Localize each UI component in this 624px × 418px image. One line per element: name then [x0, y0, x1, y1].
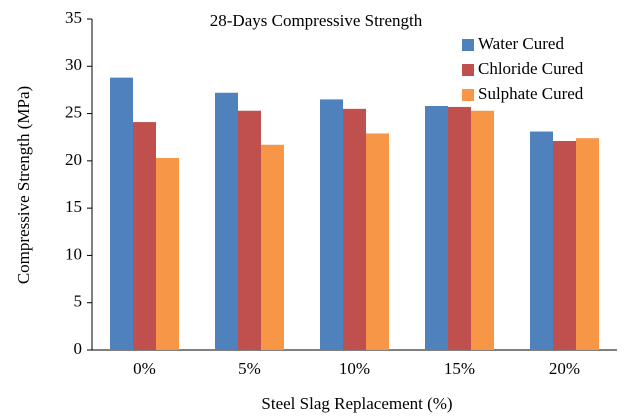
y-tick-label: 10: [65, 244, 82, 263]
y-tick-label: 0: [74, 339, 83, 358]
bar: [553, 140, 576, 350]
chart-title: 28-Days Compressive Strength: [210, 11, 423, 30]
legend-label: Chloride Cured: [478, 59, 584, 78]
y-tick-label: 15: [65, 197, 82, 216]
bar: [576, 138, 599, 350]
legend-label: Water Cured: [478, 34, 564, 53]
legend-swatch: [462, 89, 474, 101]
bar: [320, 99, 343, 350]
y-tick-label: 20: [65, 150, 82, 169]
bar: [343, 108, 366, 350]
bar: [448, 106, 471, 350]
bar: [425, 106, 448, 351]
legend-swatch: [462, 64, 474, 76]
legend-swatch: [462, 39, 474, 51]
bar: [530, 131, 553, 350]
x-tick-label: 15%: [444, 359, 475, 378]
y-tick-label: 30: [65, 55, 82, 74]
bar: [133, 122, 156, 350]
y-axis-label: Compressive Strength (MPa): [14, 86, 33, 284]
bar: [110, 77, 133, 351]
bar: [238, 110, 261, 350]
x-tick-label: 0%: [133, 359, 156, 378]
bar: [156, 158, 179, 350]
x-tick-label: 10%: [339, 359, 370, 378]
y-tick-label: 35: [65, 8, 82, 27]
y-tick-label: 25: [65, 102, 82, 121]
x-axis-label: Steel Slag Replacement (%): [261, 394, 452, 413]
x-tick-label: 5%: [238, 359, 261, 378]
bar: [261, 144, 284, 350]
bar: [366, 133, 389, 350]
bar: [471, 110, 494, 350]
bar: [215, 92, 238, 350]
x-tick-label: 20%: [549, 359, 580, 378]
legend-label: Sulphate Cured: [478, 84, 584, 103]
y-tick-label: 5: [74, 292, 83, 311]
